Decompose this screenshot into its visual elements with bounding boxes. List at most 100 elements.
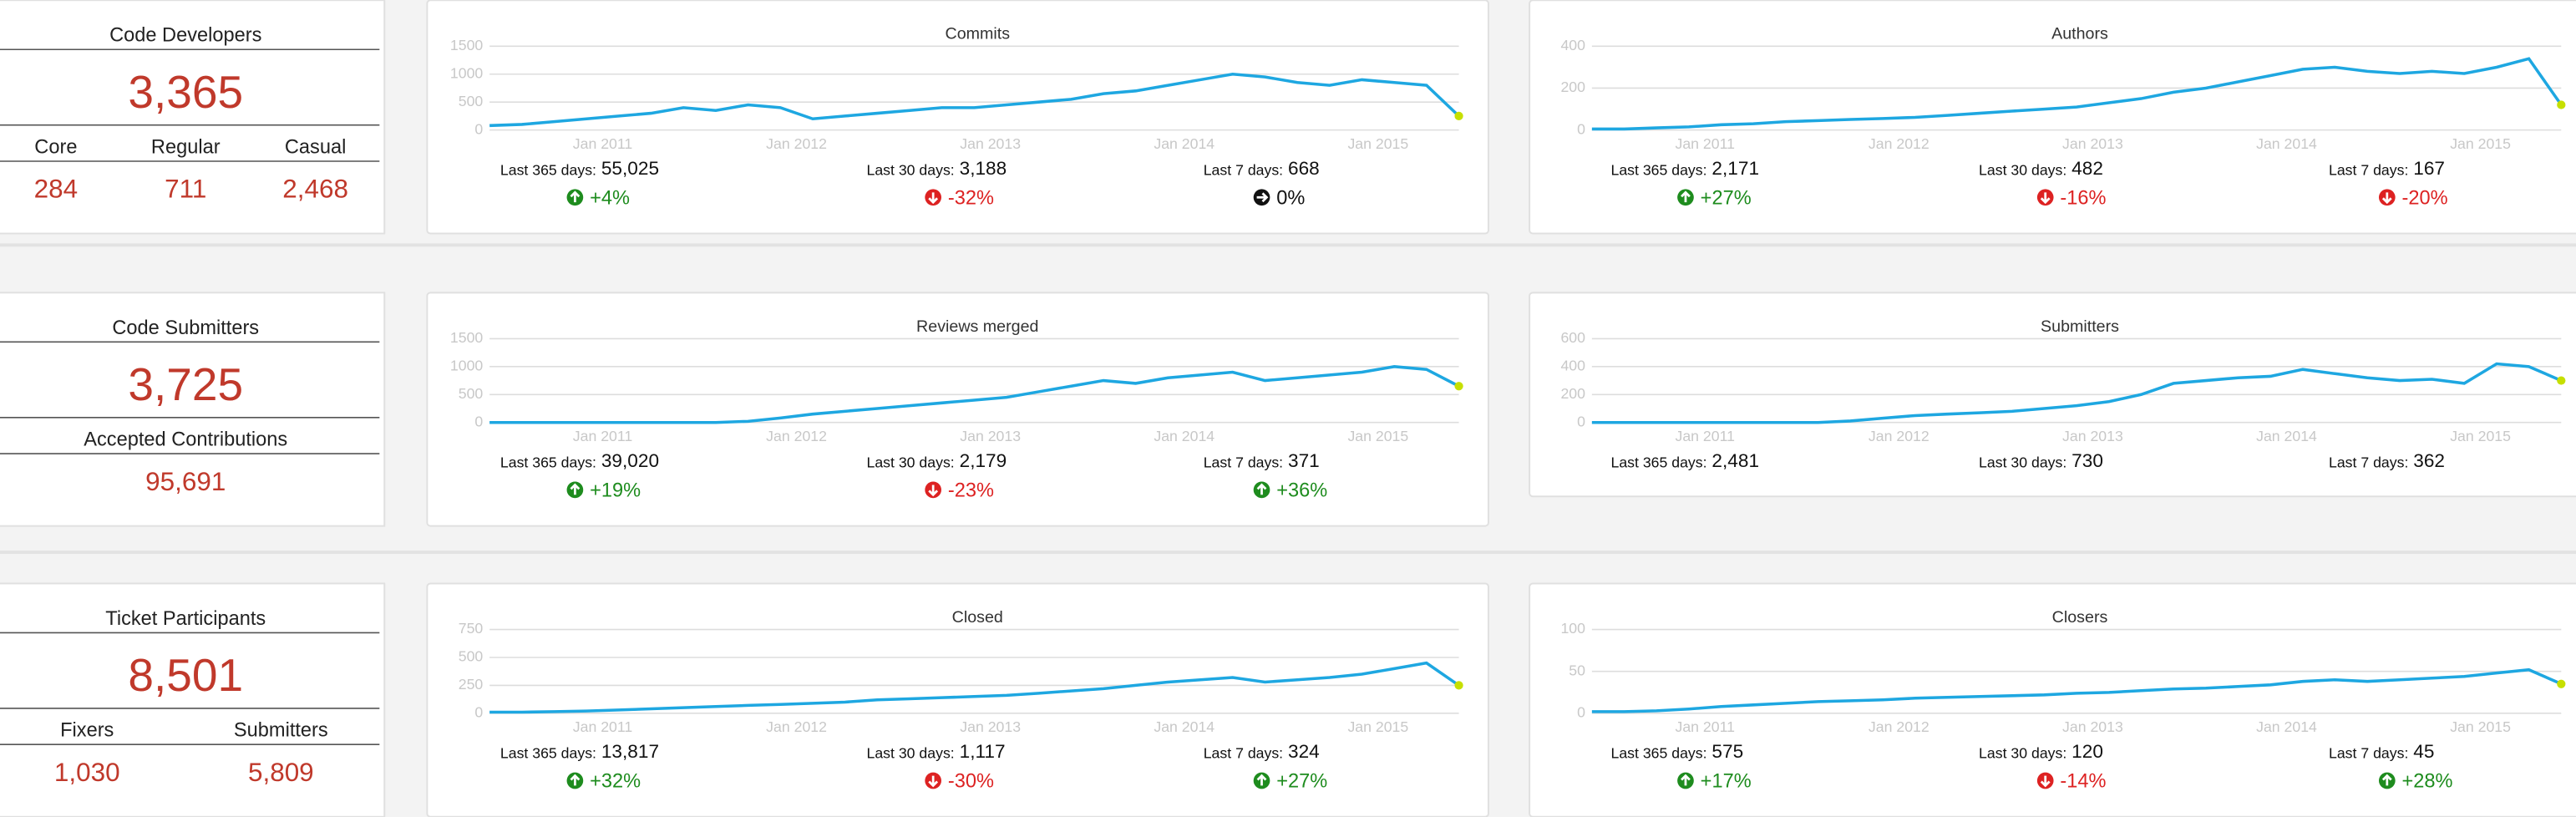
row-separator xyxy=(0,243,2576,247)
stat-value: 1,117 xyxy=(960,741,1006,762)
stat-change: -23% xyxy=(948,480,994,502)
stat-value: 2,171 xyxy=(1711,158,1759,179)
y-tick-label: 1000 xyxy=(450,64,484,81)
chart-title: Reviews merged xyxy=(916,317,1038,336)
stat-value: 482 xyxy=(2071,158,2103,179)
stat-change: -30% xyxy=(948,771,994,793)
stat-value: 3,188 xyxy=(960,158,1007,179)
stat-value: 55,025 xyxy=(601,158,659,179)
x-tick-label: Jan 2015 xyxy=(1347,135,1408,152)
trend-arrow xyxy=(1256,192,1269,203)
y-tick-label: 0 xyxy=(474,413,483,429)
trend-icon xyxy=(2378,189,2396,206)
summary-title: Code Submitters xyxy=(112,317,259,339)
x-tick-label: Jan 2013 xyxy=(960,718,1021,735)
summary-title: Code Developers xyxy=(109,25,261,47)
stat-change: +27% xyxy=(1701,187,1752,209)
stat-change: +32% xyxy=(590,771,641,793)
x-tick-label: Jan 2013 xyxy=(2062,428,2123,444)
y-tick-label: 750 xyxy=(459,620,484,637)
last-point xyxy=(1454,681,1463,690)
stat-value: 371 xyxy=(1288,450,1320,471)
y-tick-label: 500 xyxy=(459,648,484,665)
series-line xyxy=(489,365,1460,424)
stat-change: +27% xyxy=(1276,771,1327,793)
trend-icon xyxy=(1677,189,1694,206)
y-tick-label: 600 xyxy=(1560,329,1585,346)
series-line xyxy=(489,72,1460,128)
trend-arrow xyxy=(928,485,939,497)
x-tick-label: Jan 2013 xyxy=(2062,135,2123,152)
stat-change: -32% xyxy=(948,187,994,209)
trend-icon xyxy=(925,772,941,789)
chart-card xyxy=(1529,0,2576,235)
stat-label: Last 30 days: xyxy=(1979,161,2066,178)
trend-icon xyxy=(1677,772,1694,789)
y-tick-label: 50 xyxy=(1569,662,1585,678)
breakdown-label: Accepted Contributions xyxy=(84,429,287,451)
x-tick-label: Jan 2014 xyxy=(2256,428,2317,444)
stat-label: Last 7 days: xyxy=(2329,745,2408,762)
stat-label: Last 7 days: xyxy=(1204,161,1283,178)
stat-label: Last 365 days: xyxy=(1610,745,1706,762)
series-line xyxy=(1591,362,2562,424)
y-tick-label: 0 xyxy=(474,704,483,721)
summary-total: 8,501 xyxy=(128,649,243,701)
stat-change: +17% xyxy=(1701,771,1752,793)
stat-label: Last 30 days: xyxy=(867,161,955,178)
stat-change: +4% xyxy=(590,187,630,209)
summary-total: 3,365 xyxy=(128,66,243,118)
breakdown-label: Fixers xyxy=(60,720,114,742)
stat-label: Last 365 days: xyxy=(500,745,596,762)
x-tick-label: Jan 2012 xyxy=(1869,428,1929,444)
trend-arrow xyxy=(570,774,581,786)
stat-value: 13,817 xyxy=(601,741,659,762)
stat-value: 167 xyxy=(2413,158,2445,179)
stat-label: Last 7 days: xyxy=(1204,745,1283,762)
breakdown-label: Casual xyxy=(285,136,346,158)
x-tick-label: Jan 2015 xyxy=(1347,428,1408,444)
chart-card xyxy=(426,0,1489,235)
x-tick-label: Jan 2015 xyxy=(2450,718,2511,735)
trend-arrow xyxy=(1256,483,1267,495)
trend-icon xyxy=(1253,772,1270,789)
stat-value: 324 xyxy=(1288,741,1320,762)
trend-arrow xyxy=(570,190,581,203)
trend-icon xyxy=(925,189,941,206)
chart-card xyxy=(426,292,1489,527)
trend-icon xyxy=(2036,189,2054,206)
series-line xyxy=(1591,667,2563,713)
summary-card xyxy=(0,292,386,527)
chart-title: Submitters xyxy=(2041,317,2119,336)
y-tick-label: 500 xyxy=(459,385,484,402)
stat-change: -14% xyxy=(2060,771,2106,793)
y-tick-label: 1000 xyxy=(450,358,484,374)
y-tick-label: 100 xyxy=(1560,620,1585,637)
stat-label: Last 365 days: xyxy=(1610,161,1706,178)
x-tick-label: Jan 2011 xyxy=(1676,718,1735,735)
trend-arrow xyxy=(570,483,581,495)
breakdown-value: 1,030 xyxy=(54,758,120,787)
stat-value: 668 xyxy=(1288,158,1320,179)
stat-label: Last 365 days: xyxy=(1610,454,1706,471)
x-tick-label: Jan 2012 xyxy=(766,428,827,444)
breakdown-label: Core xyxy=(34,136,77,158)
trend-icon xyxy=(2036,772,2054,789)
stat-change: 0% xyxy=(1276,187,1305,209)
chart-title: Authors xyxy=(2051,25,2108,43)
y-tick-label: 200 xyxy=(1560,385,1585,402)
trend-icon xyxy=(1253,189,1270,206)
x-tick-label: Jan 2013 xyxy=(960,428,1021,444)
stat-value: 2,481 xyxy=(1711,450,1759,471)
stat-value: 362 xyxy=(2413,450,2445,471)
summary-total: 3,725 xyxy=(128,358,243,410)
y-tick-label: 200 xyxy=(1560,79,1585,95)
breakdown-value: 284 xyxy=(34,175,78,204)
trend-icon xyxy=(566,189,584,206)
row-separator xyxy=(0,551,2576,555)
last-point xyxy=(1454,382,1463,391)
last-point xyxy=(2557,376,2566,385)
stat-label: Last 7 days: xyxy=(2329,454,2408,471)
chart-title: Closed xyxy=(952,608,1003,627)
